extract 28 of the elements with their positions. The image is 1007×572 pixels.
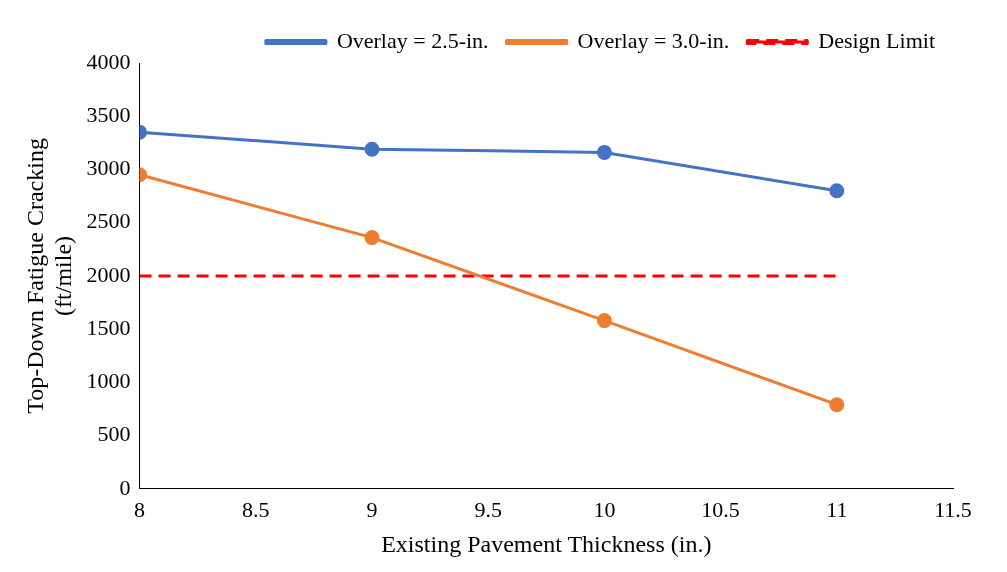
point xyxy=(829,397,845,413)
x-tick-label: 11 xyxy=(826,496,848,522)
point xyxy=(596,144,612,160)
legend-label: Design Limit xyxy=(818,27,935,53)
x-tick-label: 9 xyxy=(366,496,378,522)
legend-label: Overlay = 3.0-in. xyxy=(577,27,730,53)
y-tick-label: 2500 xyxy=(86,208,131,234)
legend-label: Overlay = 2.5-in. xyxy=(336,27,489,53)
x-tick-label: 9.5 xyxy=(474,496,502,522)
point xyxy=(364,141,380,157)
y-tick-label: 500 xyxy=(97,421,131,447)
x-axis-title: Existing Pavement Thickness (in.) xyxy=(381,530,712,557)
y-tick-label: 1500 xyxy=(86,314,131,340)
point xyxy=(364,230,380,246)
x-tick-label: 8.5 xyxy=(242,496,270,522)
y-tick-label: 3000 xyxy=(86,155,131,181)
y-tick-label: 0 xyxy=(119,474,131,500)
y-tick-label: 1000 xyxy=(86,368,131,394)
y-axis-title: Top-Down Fatigue Cracking (ft/mile) xyxy=(21,138,77,414)
x-tick-label: 11.5 xyxy=(934,496,972,522)
y-tick-label: 2000 xyxy=(86,261,131,287)
y-tick-label: 3500 xyxy=(86,102,131,128)
x-tick-label: 10.5 xyxy=(701,496,740,522)
point xyxy=(596,313,612,329)
y-tick-label: 4000 xyxy=(86,48,131,74)
x-tick-label: 8 xyxy=(134,496,146,522)
point xyxy=(829,183,845,199)
x-tick-label: 10 xyxy=(593,496,616,522)
